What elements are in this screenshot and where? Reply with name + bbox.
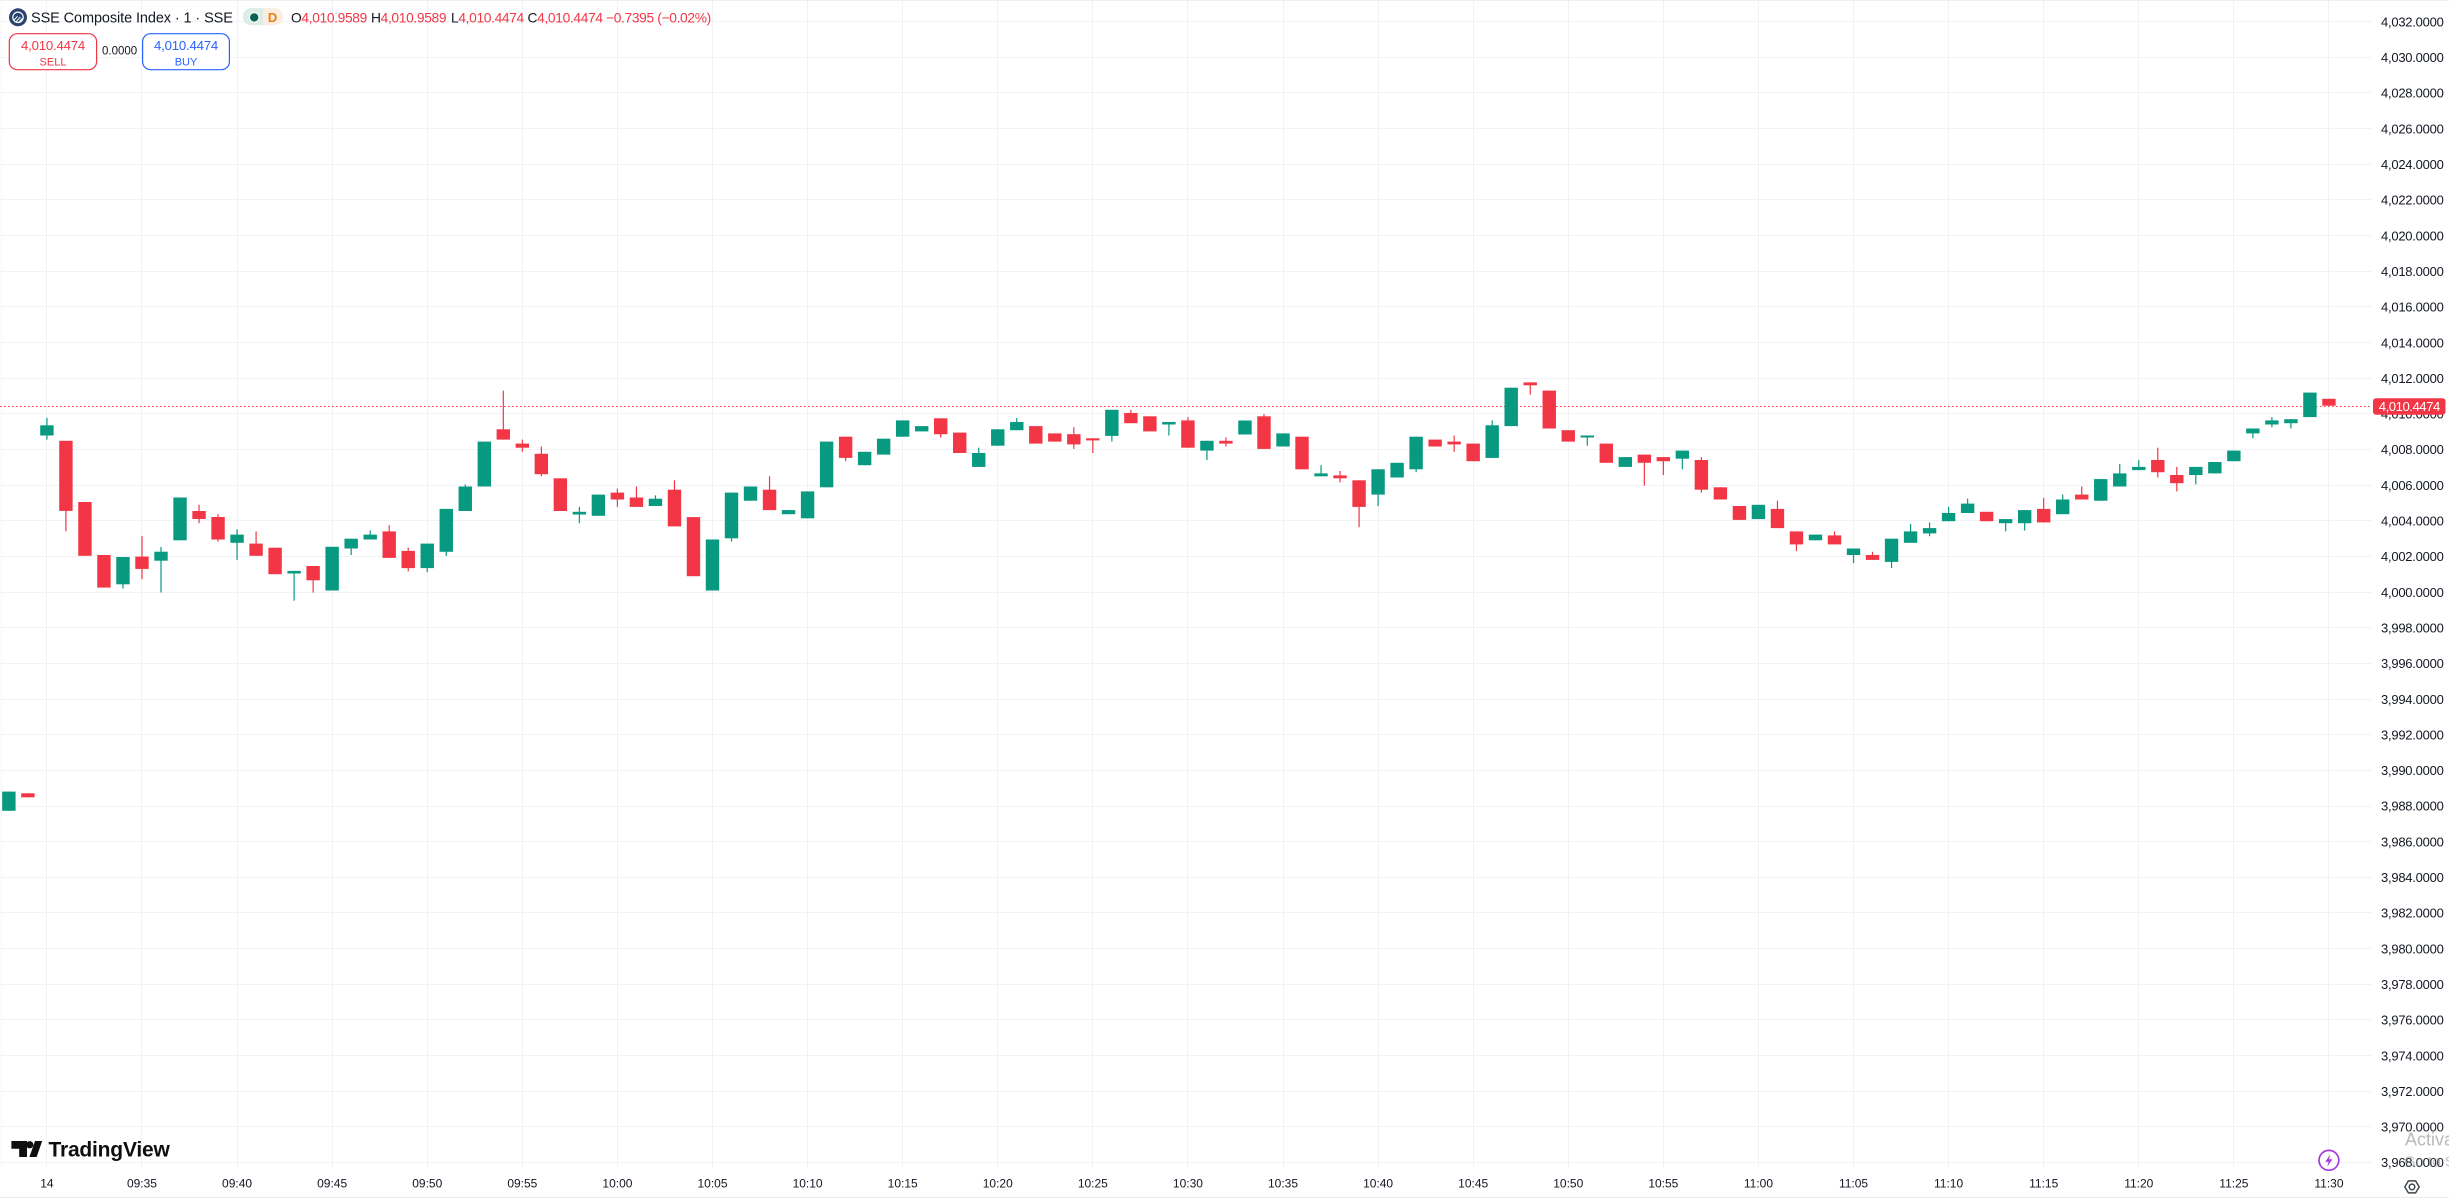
svg-text:09:40: 09:40	[222, 1177, 252, 1191]
svg-text:3,972.0000: 3,972.0000	[2381, 1084, 2444, 1099]
svg-text:4,028.0000: 4,028.0000	[2381, 86, 2444, 101]
svg-text:3,986.0000: 3,986.0000	[2381, 834, 2444, 849]
svg-text:3,984.0000: 3,984.0000	[2381, 870, 2444, 885]
svg-text:BUY: BUY	[175, 57, 198, 69]
svg-text:SSE Composite Index · 1 · SSE: SSE Composite Index · 1 · SSE	[31, 11, 233, 27]
svg-text:4,026.0000: 4,026.0000	[2381, 121, 2444, 136]
svg-text:O4,010.9589: O4,010.9589	[291, 11, 368, 26]
svg-text:4,002.0000: 4,002.0000	[2381, 549, 2444, 564]
svg-text:3,994.0000: 3,994.0000	[2381, 692, 2444, 707]
svg-text:11:00: 11:00	[1744, 1177, 1773, 1191]
svg-text:L4,010.4474: L4,010.4474	[451, 11, 525, 26]
svg-text:11:20: 11:20	[2124, 1177, 2153, 1191]
svg-text:Go to Settings to activate Win: Go to Settings to activate Windows.	[2404, 1153, 2449, 1170]
svg-text:10:15: 10:15	[888, 1177, 918, 1191]
svg-text:10:10: 10:10	[793, 1177, 823, 1191]
svg-text:SELL: SELL	[40, 57, 67, 69]
svg-text:10:05: 10:05	[697, 1177, 727, 1191]
svg-text:3,968.0000: 3,968.0000	[2381, 1155, 2444, 1170]
svg-text:11:05: 11:05	[1839, 1177, 1868, 1191]
svg-text:4,030.0000: 4,030.0000	[2381, 50, 2444, 65]
svg-text:4,016.0000: 4,016.0000	[2381, 300, 2444, 315]
svg-text:4,006.0000: 4,006.0000	[2381, 478, 2444, 493]
svg-text:09:55: 09:55	[507, 1177, 537, 1191]
svg-text:4,008.0000: 4,008.0000	[2381, 442, 2444, 457]
svg-text:10:40: 10:40	[1363, 1177, 1393, 1191]
svg-text:4,022.0000: 4,022.0000	[2381, 193, 2444, 208]
svg-text:09:45: 09:45	[317, 1177, 347, 1191]
svg-text:10:20: 10:20	[983, 1177, 1013, 1191]
svg-text:Activate Windows: Activate Windows	[2405, 1130, 2449, 1150]
svg-text:TradingView: TradingView	[49, 1139, 171, 1162]
svg-text:09:50: 09:50	[412, 1177, 442, 1191]
svg-text:3,976.0000: 3,976.0000	[2381, 1013, 2444, 1028]
svg-text:11:25: 11:25	[2219, 1177, 2248, 1191]
svg-text:4,024.0000: 4,024.0000	[2381, 157, 2444, 172]
svg-text:4,020.0000: 4,020.0000	[2381, 228, 2444, 243]
svg-text:D: D	[268, 10, 277, 25]
svg-text:3,974.0000: 3,974.0000	[2381, 1048, 2444, 1063]
svg-text:−0.7395 (−0.02%): −0.7395 (−0.02%)	[606, 11, 711, 26]
svg-text:4,000.0000: 4,000.0000	[2381, 585, 2444, 600]
svg-text:3,978.0000: 3,978.0000	[2381, 977, 2444, 992]
svg-text:H4,010.9589: H4,010.9589	[371, 11, 447, 26]
svg-text:4,010.4474: 4,010.4474	[2379, 399, 2440, 414]
svg-text:4,014.0000: 4,014.0000	[2381, 335, 2444, 350]
svg-text:11:10: 11:10	[1934, 1177, 1963, 1191]
svg-text:4,012.0000: 4,012.0000	[2381, 371, 2444, 386]
svg-text:3,998.0000: 3,998.0000	[2381, 620, 2444, 635]
svg-text:3,982.0000: 3,982.0000	[2381, 906, 2444, 921]
svg-text:10:30: 10:30	[1173, 1177, 1203, 1191]
svg-text:4,004.0000: 4,004.0000	[2381, 514, 2444, 529]
svg-text:3,970.0000: 3,970.0000	[2381, 1120, 2444, 1135]
svg-text:3,988.0000: 3,988.0000	[2381, 799, 2444, 814]
svg-text:10:45: 10:45	[1458, 1177, 1488, 1191]
svg-text:10:35: 10:35	[1268, 1177, 1298, 1191]
svg-text:3,990.0000: 3,990.0000	[2381, 763, 2444, 778]
svg-text:4,010.4474: 4,010.4474	[154, 38, 218, 53]
svg-text:3,992.0000: 3,992.0000	[2381, 727, 2444, 742]
svg-text:11:15: 11:15	[2029, 1177, 2058, 1191]
svg-text:C4,010.4474: C4,010.4474	[528, 11, 604, 26]
svg-text:11:30: 11:30	[2314, 1177, 2343, 1191]
svg-text:10:25: 10:25	[1078, 1177, 1108, 1191]
svg-text:10:50: 10:50	[1553, 1177, 1583, 1191]
svg-text:4,032.0000: 4,032.0000	[2381, 14, 2444, 29]
svg-text:3,996.0000: 3,996.0000	[2381, 656, 2444, 671]
svg-text:14: 14	[40, 1177, 54, 1191]
svg-text:3,980.0000: 3,980.0000	[2381, 941, 2444, 956]
svg-text:0.0000: 0.0000	[102, 45, 137, 57]
svg-text:09:35: 09:35	[127, 1177, 157, 1191]
svg-text:4,010.4474: 4,010.4474	[21, 38, 85, 53]
svg-text:10:55: 10:55	[1648, 1177, 1678, 1191]
svg-text:10:00: 10:00	[602, 1177, 632, 1191]
svg-text:4,018.0000: 4,018.0000	[2381, 264, 2444, 279]
